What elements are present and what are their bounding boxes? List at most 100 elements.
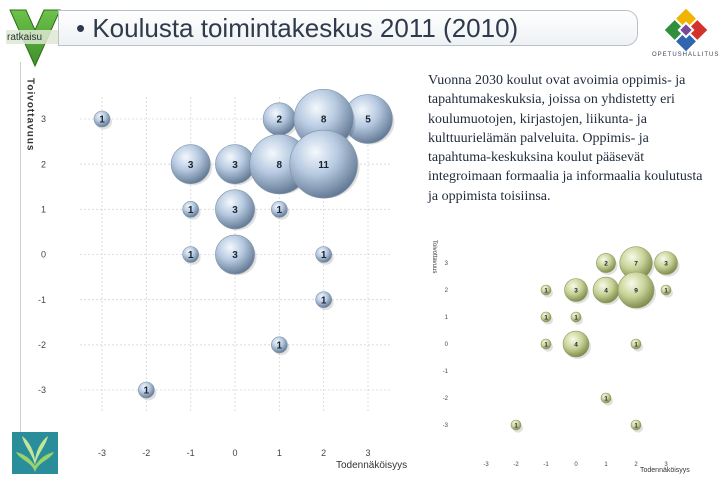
y-tick-label: -1 — [38, 295, 46, 305]
bubble-point — [630, 338, 642, 350]
bubble-point — [510, 419, 522, 431]
bubble-label: 3 — [232, 250, 238, 261]
bubble-point — [630, 419, 642, 431]
ratkaisu-badge — [6, 9, 62, 68]
bubble-label: 1 — [574, 314, 578, 321]
bubble-label: 1 — [544, 341, 548, 348]
x-tick-label: 2 — [321, 448, 326, 458]
bubble-label: 3 — [232, 205, 238, 216]
bubble-label: 1 — [99, 115, 105, 126]
x-axis-title: Todennäköisyys — [336, 460, 407, 471]
x-tick-label: 3 — [664, 462, 668, 468]
y-tick-label: 3 — [41, 114, 46, 124]
secondary-bubble-chart: -3 -2 -1 0 1 2 3 3 2 1 0 -1 -2 -3 1 1 1 1 1 1 1 1 1 2 3 3 4 4 7 9 To… — [428, 234, 700, 480]
bubble-label: 1 — [277, 340, 283, 351]
bubble-label: 1 — [514, 422, 518, 429]
bubble-label: 3 — [188, 160, 194, 171]
bubble-label: 1 — [188, 250, 194, 261]
bubble-label: 1 — [634, 422, 638, 429]
y-axis-title: Toivottavuus — [25, 78, 36, 151]
x-tick-label: -3 — [483, 462, 489, 468]
bubble-point — [138, 381, 155, 399]
bubble-label: 1 — [188, 205, 194, 216]
x-tick-label: 0 — [232, 448, 237, 458]
bubble-point — [562, 330, 590, 358]
bubble-point — [654, 251, 678, 275]
bubble-label: 1 — [277, 205, 283, 216]
x-tick-label: -3 — [98, 448, 106, 458]
bubble-point — [215, 234, 255, 275]
logo-wordmark: OPETUSHALLITUS — [652, 52, 720, 58]
bubble-label: 7 — [634, 260, 638, 267]
y-tick-label: 1 — [445, 315, 449, 321]
bubble-point — [540, 338, 552, 350]
x-tick-label: 3 — [365, 448, 370, 458]
bubble-label: 3 — [574, 287, 578, 294]
y-tick-label: 3 — [445, 261, 449, 267]
bubble-point — [182, 246, 199, 263]
bubble-point — [596, 253, 616, 273]
bubble-label: 3 — [232, 160, 238, 171]
y-tick-label: 2 — [41, 159, 46, 169]
bubble-label: 1 — [664, 287, 668, 294]
bubble-point — [215, 189, 255, 230]
bubble-label: 1 — [544, 287, 548, 294]
bubble-point — [600, 392, 612, 404]
leaf-logo — [12, 432, 58, 474]
y-tick-label: -2 — [38, 340, 46, 350]
y-tick-label: 0 — [41, 250, 46, 260]
x-tick-label: 0 — [574, 462, 578, 468]
bubble-point — [271, 201, 288, 218]
bubble-label: 4 — [574, 341, 578, 348]
bubble-point — [540, 284, 552, 296]
bubble-label: 8 — [277, 160, 283, 171]
y-tick-label: -1 — [443, 369, 449, 375]
x-tick-label: -2 — [142, 448, 150, 458]
bubble-label: 1 — [634, 341, 638, 348]
y-tick-label: 0 — [445, 342, 449, 348]
bubble-point — [271, 336, 288, 354]
bubble-point — [617, 271, 655, 309]
bubble-label: 2 — [277, 115, 283, 126]
bubble-label: 2 — [604, 260, 608, 267]
y-tick-label: -3 — [443, 423, 449, 429]
bubble-label: 1 — [604, 395, 608, 402]
title-bar — [58, 10, 638, 46]
slide-title: • Koulusta toimintakeskus 2011 (2010) — [76, 13, 519, 43]
y-tick-label: -3 — [38, 385, 46, 395]
side-x-axis-title: Todennäköisyys — [640, 467, 690, 474]
description-text: Vuonna 2030 koulut ovat avoimia oppimis-… — [428, 71, 710, 207]
x-tick-label: -2 — [513, 462, 519, 468]
bubble-point — [93, 110, 111, 128]
opetushallitus-logo — [664, 8, 708, 52]
bubble-point — [660, 284, 672, 296]
x-tick-label: 2 — [634, 462, 638, 468]
bubble-point — [182, 201, 199, 218]
side-y-axis-title: Toivottavuus — [431, 240, 437, 273]
x-tick-label: 1 — [277, 448, 282, 458]
bubble-label: 3 — [664, 260, 668, 267]
bubble-label: 9 — [634, 287, 638, 294]
x-tick-label: 1 — [604, 462, 608, 468]
bubble-label: 8 — [321, 115, 327, 126]
bubble-label: 1 — [544, 314, 548, 321]
bubble-label: 11 — [318, 160, 329, 171]
bubble-point — [540, 311, 552, 323]
bubble-point — [315, 246, 332, 263]
y-tick-label: 2 — [445, 288, 449, 294]
bubble-label: 1 — [321, 295, 327, 306]
badge-label: ratkaisu — [7, 32, 43, 43]
bubble-label: 5 — [365, 115, 371, 126]
bubble-label: 4 — [604, 287, 608, 294]
x-tick-label: -1 — [187, 448, 195, 458]
bubble-label: 1 — [144, 386, 150, 397]
bubble-point — [570, 311, 582, 323]
bubble-point — [289, 129, 358, 199]
y-tick-label: -2 — [443, 396, 449, 402]
left-divider — [20, 62, 21, 462]
y-tick-label: 1 — [41, 204, 46, 214]
bubble-point — [315, 291, 332, 308]
bubble-point — [564, 278, 588, 302]
